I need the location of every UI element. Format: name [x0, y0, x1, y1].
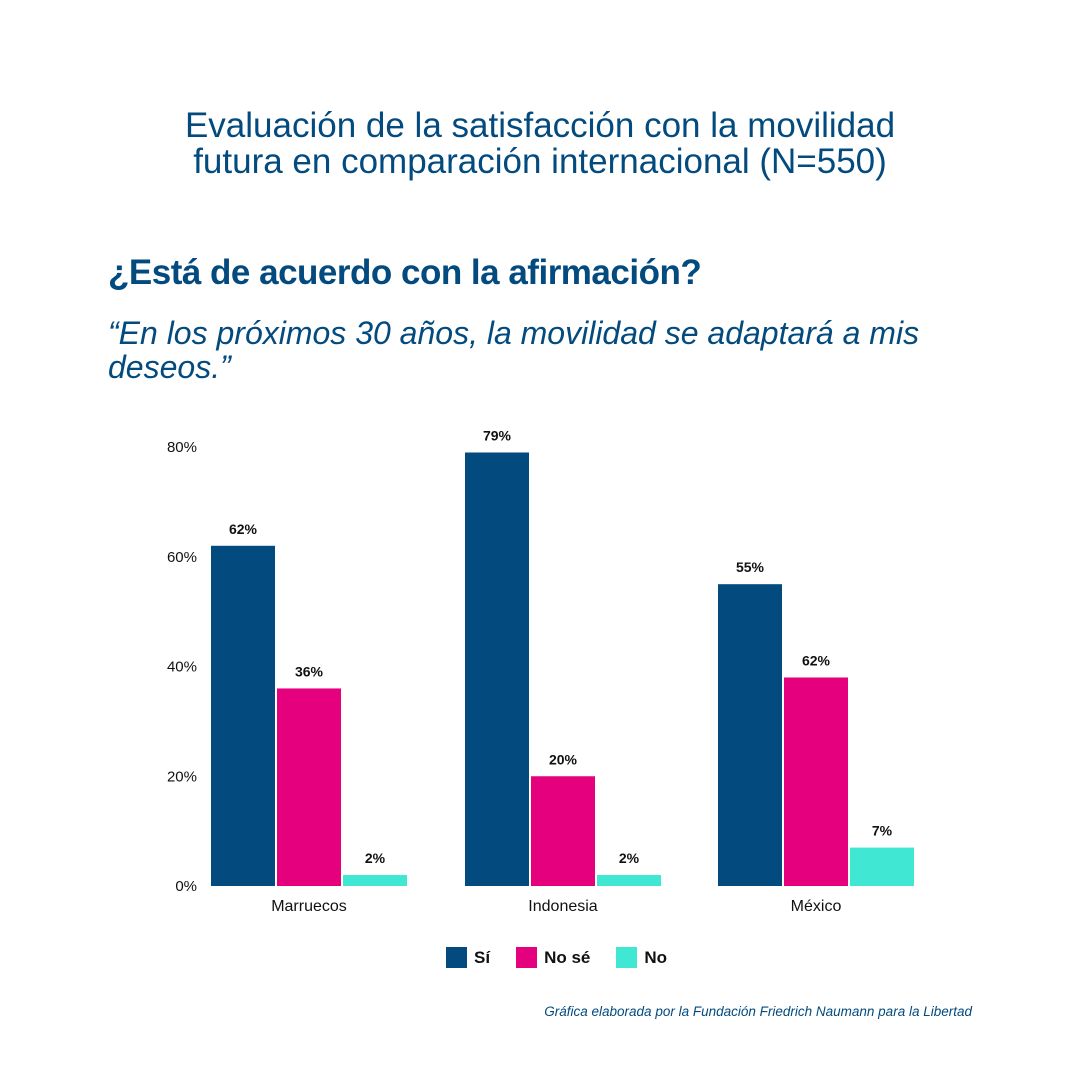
y-tick-label: 20%	[167, 768, 197, 785]
data-label: 2%	[619, 850, 640, 866]
data-label: 7%	[872, 823, 893, 839]
legend-swatch-no	[616, 947, 638, 968]
data-label: 2%	[365, 850, 386, 866]
y-tick-label: 0%	[175, 878, 197, 895]
statement-quote: “En los próximos 30 años, la movilidad s…	[108, 315, 920, 385]
bar-chart: 0%20%40%60%80% 62%36%2%79%20%2%55%62%7% …	[167, 427, 914, 915]
bar-no-0	[343, 875, 407, 886]
x-axis: Marruecos Indonesia México	[271, 898, 841, 915]
data-label: 79%	[483, 427, 512, 443]
bar-no-1	[597, 875, 661, 886]
data-label: 62%	[802, 652, 831, 668]
data-label: 36%	[295, 663, 324, 679]
chart-title-line-2: futura en comparación internacional (N=5…	[193, 142, 887, 181]
legend-item-si: Sí	[446, 947, 490, 968]
bars: 62% 36% 2% 79% 20% 2% 55% 62% 7%	[211, 427, 914, 886]
x-category-label: México	[791, 898, 842, 915]
bar-s-1	[465, 452, 529, 886]
credit-note: Gráfica elaborada por la Fundación Fried…	[544, 1004, 972, 1019]
legend-swatch-si	[446, 947, 467, 968]
legend-item-no-se: No sé	[516, 947, 590, 968]
chart-title-line-1: Evaluación de la satisfacción con la mov…	[184, 106, 896, 145]
legend-label-si: Sí	[474, 947, 491, 967]
y-tick-label: 80%	[167, 439, 197, 456]
bar-no-2	[850, 847, 914, 886]
data-label: 55%	[736, 559, 765, 575]
data-label: 62%	[229, 521, 258, 537]
x-category-label: Indonesia	[528, 898, 597, 915]
legend-label-no-se: No sé	[544, 947, 591, 967]
bar-nos-1	[531, 776, 595, 886]
y-tick-label: 40%	[167, 659, 197, 676]
bar-s-2	[718, 584, 782, 886]
data-label: 20%	[549, 751, 578, 767]
bar-nos-2	[784, 677, 848, 886]
legend-item-no: No	[616, 947, 667, 968]
legend: Sí No sé No	[446, 947, 693, 968]
legend-label-no: No	[644, 947, 668, 967]
x-category-label: Marruecos	[271, 898, 347, 915]
bar-nos-0	[277, 688, 341, 886]
legend-swatch-no-se	[516, 947, 538, 968]
bar-s-0	[211, 545, 275, 886]
y-tick-label: 60%	[167, 549, 197, 566]
question-heading: ¿Está de acuerdo con la afirmación?	[108, 253, 702, 292]
chart-title: Evaluación de la satisfacción con la mov…	[0, 108, 1080, 180]
y-axis: 0% 20% 40% 60% 80%	[167, 439, 197, 895]
